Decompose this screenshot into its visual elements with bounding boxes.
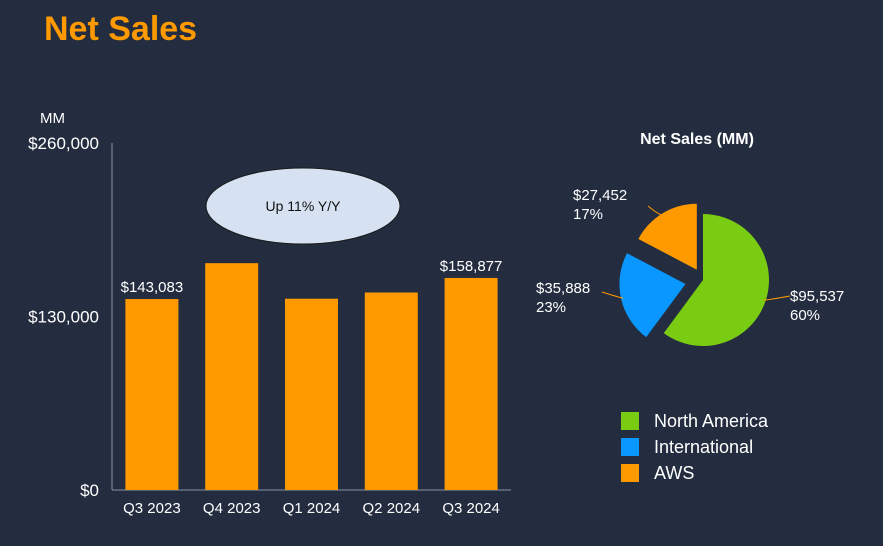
growth-callout-shape [205, 167, 401, 245]
x-tick-label: Q1 2024 [283, 500, 341, 517]
bar-data-label: $158,877 [440, 258, 503, 275]
bar [125, 299, 179, 490]
bar [205, 263, 259, 490]
legend-swatch-north-america [621, 412, 639, 430]
x-tick-label: Q3 2024 [442, 500, 500, 517]
pie-leader-line [763, 295, 791, 301]
pie-percent-label: 60% [790, 307, 820, 324]
y-tick-label: $130,000 [28, 308, 99, 327]
pie-slice [638, 203, 697, 270]
x-tick-label: Q4 2023 [203, 500, 261, 517]
pie-legend: North America International AWS [621, 408, 768, 486]
pie-title: Net Sales (MM) [640, 131, 754, 148]
y-tick-label: $0 [80, 481, 99, 500]
pie-slice [663, 214, 769, 347]
x-tick-label: Q3 2023 [123, 500, 181, 517]
legend-swatch-international [621, 438, 639, 456]
bar [364, 292, 418, 490]
legend-item-international: International [621, 434, 768, 460]
bar-data-label: $143,083 [121, 279, 184, 296]
bar [444, 277, 498, 490]
legend-item-north-america: North America [621, 408, 768, 434]
legend-label-aws: AWS [654, 462, 695, 483]
pie-leader-line [601, 291, 624, 299]
pie-value-label: $95,537 [790, 288, 844, 305]
y-tick-label: $260,000 [28, 134, 99, 153]
pie-percent-label: 23% [536, 299, 566, 316]
x-tick-label: Q2 2024 [363, 500, 421, 517]
growth-callout-text: Up 11% Y/Y [266, 198, 342, 214]
legend-label-north-america: North America [654, 410, 769, 431]
legend-label-international: International [654, 436, 754, 457]
slide-title: Net Sales [44, 10, 198, 48]
pie-leader-line [647, 205, 664, 216]
legend-item-aws: AWS [621, 460, 768, 486]
legend-swatch-aws [621, 464, 639, 482]
pie-slice [619, 253, 686, 338]
pie-value-label: $35,888 [536, 280, 590, 297]
bar [285, 298, 338, 490]
y-axis-unit-label: MM [40, 110, 65, 127]
pie-value-label: $27,452 [573, 187, 627, 204]
pie-percent-label: 17% [573, 206, 603, 223]
